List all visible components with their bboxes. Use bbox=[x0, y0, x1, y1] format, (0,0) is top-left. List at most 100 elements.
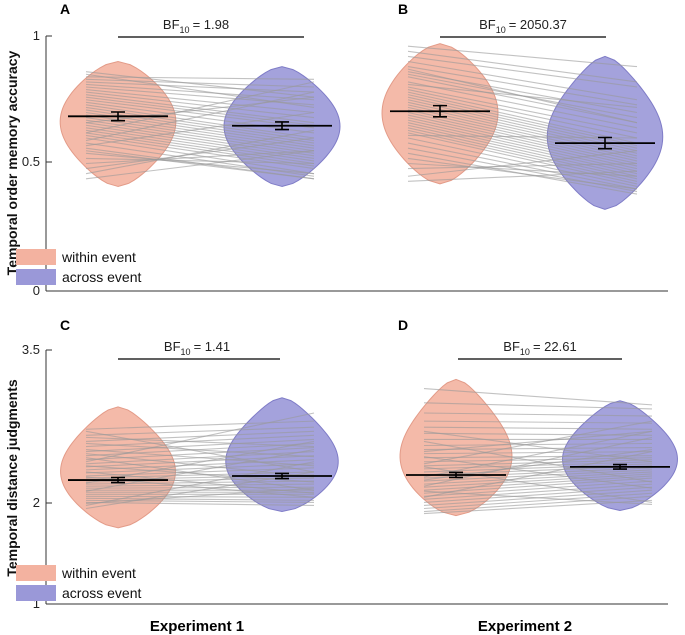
panel-b-subject-line bbox=[407, 132, 638, 185]
panel-b-label: B bbox=[398, 1, 408, 17]
panel-a-tick-label-1: 1 bbox=[33, 28, 40, 43]
panel-a-subject-line bbox=[85, 111, 315, 147]
panel-c-legend-across: across event bbox=[62, 585, 141, 601]
panel-c-ylabel: Temporal distance judgments bbox=[4, 379, 20, 577]
panel-d-subject-line bbox=[423, 475, 653, 491]
panel-d-subject-line bbox=[423, 469, 653, 482]
panel-a-subject-line bbox=[85, 76, 315, 80]
panel-a-subject-line bbox=[85, 132, 315, 167]
panel-c-subject-line bbox=[85, 434, 315, 448]
panel-b-subject-line bbox=[407, 89, 638, 139]
panel-a-legend-across: across event bbox=[62, 269, 141, 285]
panel-d-subject-line bbox=[423, 495, 653, 513]
panel-d-errorbar-across bbox=[613, 463, 627, 470]
panel-d: D BF10 = 22.61 bbox=[398, 317, 678, 517]
panel-d-subject-line bbox=[423, 486, 653, 503]
panel-c-bf-prefix: BF bbox=[164, 339, 181, 354]
panel-a-legend-within-swatch bbox=[16, 249, 56, 265]
panel-c-tick-label-1: 1 bbox=[33, 596, 40, 611]
panel-a-subject-line bbox=[85, 129, 315, 165]
panel-b-subject-line bbox=[407, 55, 638, 88]
panel-b-violins bbox=[381, 43, 664, 210]
panel-b-subject-line bbox=[407, 68, 638, 124]
panel-b-subject-line bbox=[407, 150, 638, 177]
panel-a-subject-line bbox=[85, 137, 315, 170]
panel-c-subject-line bbox=[85, 487, 315, 504]
panel-a-subject-line bbox=[85, 81, 315, 134]
panel-a-errorbar-across bbox=[275, 121, 289, 131]
panel-a-subject-line bbox=[85, 91, 315, 119]
panel-d-subject-line bbox=[423, 442, 653, 447]
panel-d-subject-line bbox=[423, 451, 653, 455]
panel-b-subject-line bbox=[407, 109, 638, 162]
panel-b-violin-across bbox=[546, 55, 664, 210]
panel-d-subject-line bbox=[423, 471, 653, 485]
panel-d-subject-line bbox=[423, 455, 653, 459]
panel-a-bf-value: = 1.98 bbox=[193, 17, 230, 32]
panel-c-errorbar-within bbox=[111, 476, 125, 484]
panel-c-tick-label-2: 2 bbox=[33, 495, 40, 510]
panel-c-errorbar-across bbox=[275, 472, 289, 480]
xlabel-experiment-2: Experiment 2 bbox=[478, 618, 572, 635]
panel-b-subject-line bbox=[407, 137, 638, 187]
panel-b: B BF10 = 2050.37 bbox=[381, 1, 664, 210]
panel-a: A 1 0.5 0 Temporal order memory accuracy… bbox=[4, 1, 668, 298]
panel-d-subject-line bbox=[423, 420, 653, 424]
panel-d-bf-label: BF10 = 22.61 bbox=[503, 339, 576, 357]
panel-c-legend-across-swatch bbox=[16, 585, 56, 601]
panel-d-subject-line bbox=[423, 490, 653, 505]
panel-c-label: C bbox=[60, 317, 70, 333]
panel-d-subject-line bbox=[423, 430, 653, 478]
panel-b-bf-value: = 2050.37 bbox=[509, 17, 567, 32]
panel-a-subject-line bbox=[85, 91, 315, 142]
panel-b-subject-line bbox=[407, 162, 638, 170]
panel-a-bf-sub: 10 bbox=[180, 25, 190, 35]
panel-b-subject-line bbox=[407, 45, 638, 68]
panel-c-subject-line bbox=[85, 438, 315, 453]
panel-a-subject-line bbox=[85, 78, 315, 88]
panel-b-bf-sub: 10 bbox=[496, 25, 506, 35]
panel-d-label: D bbox=[398, 317, 408, 333]
panel-b-subject-line bbox=[407, 124, 638, 177]
panel-a-subject-line bbox=[85, 152, 315, 175]
panel-d-subject-line bbox=[423, 483, 653, 500]
panel-c-bf-label: BF10 = 1.41 bbox=[164, 339, 230, 357]
panel-a-errorbar-within bbox=[111, 111, 125, 122]
panel-d-subject-line bbox=[423, 402, 653, 410]
panel-b-subject-line bbox=[407, 91, 638, 144]
panel-a-subject-line bbox=[85, 150, 315, 180]
panel-c-legend-within-swatch bbox=[16, 565, 56, 581]
panel-a-subject-line bbox=[85, 157, 315, 165]
panel-b-errorbar-across bbox=[598, 136, 612, 150]
panel-a-bf-prefix: BF bbox=[163, 17, 180, 32]
panel-b-subject-line bbox=[407, 157, 638, 190]
panel-d-subject-line bbox=[423, 457, 653, 463]
panel-c-bf-value: = 1.41 bbox=[194, 339, 231, 354]
panel-a-bf-label: BF10 = 1.98 bbox=[163, 17, 229, 35]
panel-c-legend-within: within event bbox=[61, 565, 136, 581]
panel-a-subject-line bbox=[85, 71, 315, 98]
panel-a-subject-line bbox=[85, 104, 315, 139]
panel-c-subject-line bbox=[85, 461, 315, 506]
panel-c-subject-line bbox=[85, 449, 315, 467]
panel-b-subject-line bbox=[407, 81, 638, 129]
panel-c-subject-line bbox=[85, 449, 315, 492]
panel-a-subject-line bbox=[85, 89, 315, 114]
panel-a-subject-line bbox=[85, 99, 315, 129]
panel-b-subject-line bbox=[407, 66, 638, 106]
panel-c-subject-line bbox=[85, 471, 315, 494]
panel-d-subject-line bbox=[423, 477, 653, 494]
panel-b-subject-line bbox=[407, 76, 638, 124]
panel-b-subject-line bbox=[407, 50, 638, 83]
panel-b-subject-line bbox=[407, 170, 638, 182]
panel-b-subject-line bbox=[407, 60, 638, 101]
panel-c-subject-line bbox=[85, 430, 315, 442]
panel-c-tick-label-35: 3.5 bbox=[22, 342, 40, 357]
panel-d-bf-prefix: BF bbox=[503, 339, 520, 354]
panel-d-subject-line bbox=[423, 412, 653, 417]
panel-a-subject-line bbox=[85, 106, 315, 142]
panel-a-legend-within: within event bbox=[61, 249, 136, 265]
panel-d-subject-line bbox=[423, 492, 653, 510]
panel-d-bf-sub: 10 bbox=[520, 347, 530, 357]
